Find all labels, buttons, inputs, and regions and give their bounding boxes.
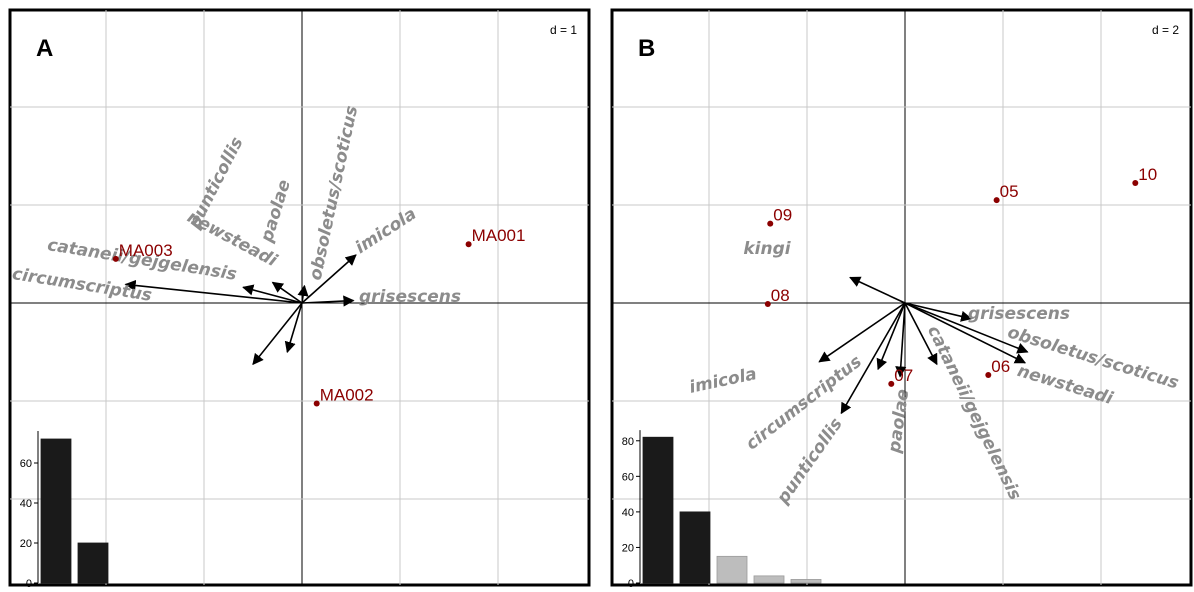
eigenvalue-tick-label: 20 (622, 542, 634, 554)
site-label-06: 06 (991, 357, 1010, 376)
arrow-cataneii-gejgelensis (242, 284, 303, 304)
site-point-07 (888, 380, 895, 387)
variable-label-kingi: kingi (743, 239, 791, 259)
arrow-imicola (818, 302, 906, 363)
scale-label: d = 2 (1152, 23, 1179, 37)
site-label-ma002: MA002 (320, 385, 374, 404)
eigenvalue-inset: 0 20 40 60 (20, 431, 109, 590)
arrow-cataneii-gejgelensis (904, 302, 938, 366)
arrow-newsteadi (271, 281, 303, 304)
arrow-obsoletus-scoticus (297, 284, 309, 304)
site-label-07: 07 (894, 366, 913, 385)
site-point-06 (985, 372, 992, 379)
arrow-newsteadi (904, 302, 1029, 354)
arrow-kingi (849, 276, 906, 304)
site-point-05 (993, 197, 1000, 204)
arrow-obsoletus-scoticus (904, 302, 1027, 364)
eigenvalue-bar (642, 436, 674, 584)
eigenvalue-tick-label: 60 (20, 458, 32, 470)
eigenvalue-tick-label: 0 (26, 578, 32, 590)
site-label-05: 05 (1000, 182, 1019, 201)
site-point-09 (767, 220, 774, 227)
eigenvalue-tick-label: 40 (622, 507, 634, 519)
arrow-punticollis (252, 302, 303, 366)
site-label-ma001: MA001 (472, 226, 526, 245)
eigenvalue-tick-label: 60 (622, 471, 634, 483)
panel-letter: B (638, 35, 655, 62)
arrow-paolae (284, 302, 303, 354)
eigenvalue-tick-label: 80 (622, 436, 634, 448)
panel-letter: A (36, 35, 53, 62)
eigenvalue-tick-label: 0 (628, 578, 634, 590)
site-point-ma003 (112, 255, 119, 262)
eigenvalue-bar (790, 579, 822, 584)
site-point-10 (1132, 179, 1139, 186)
eigenvalue-tick-label: 20 (20, 538, 32, 550)
scale-label: d = 1 (550, 23, 577, 37)
site-label-10: 10 (1138, 165, 1157, 184)
arrow-circumscriptus (124, 279, 303, 304)
site-point-08 (764, 300, 771, 307)
eigenvalue-bar (77, 542, 109, 584)
arrow-grisescens (301, 295, 355, 307)
site-label-09: 09 (773, 206, 792, 225)
variable-label-grisescens: grisescens (968, 304, 1070, 324)
variable-label-grisescens: grisescens (359, 287, 461, 307)
eigenvalue-bar (753, 575, 785, 584)
eigenvalue-bar (40, 438, 72, 584)
site-label-ma003: MA003 (119, 241, 173, 260)
arrow-paolae (895, 302, 907, 378)
arrow-circumscriptus (876, 302, 906, 371)
panel-a: obsoletus/scoticusimicolanewsteadicatane… (8, 8, 591, 590)
site-point-ma002 (313, 400, 320, 407)
site-point-ma001 (465, 241, 472, 248)
arrow-grisescens (904, 302, 973, 322)
eigenvalue-bar (679, 511, 711, 584)
arrow-imicola (301, 254, 357, 304)
eigenvalue-inset: 0 20 40 60 80 (622, 430, 822, 590)
eigenvalue-tick-label: 40 (20, 498, 32, 510)
eigenvalue-bar (716, 555, 748, 584)
site-label-08: 08 (771, 286, 790, 305)
arrow-punticollis (840, 302, 906, 415)
panel-b: kingigrisescensobsoletus/scoticusnewstea… (610, 8, 1193, 590)
